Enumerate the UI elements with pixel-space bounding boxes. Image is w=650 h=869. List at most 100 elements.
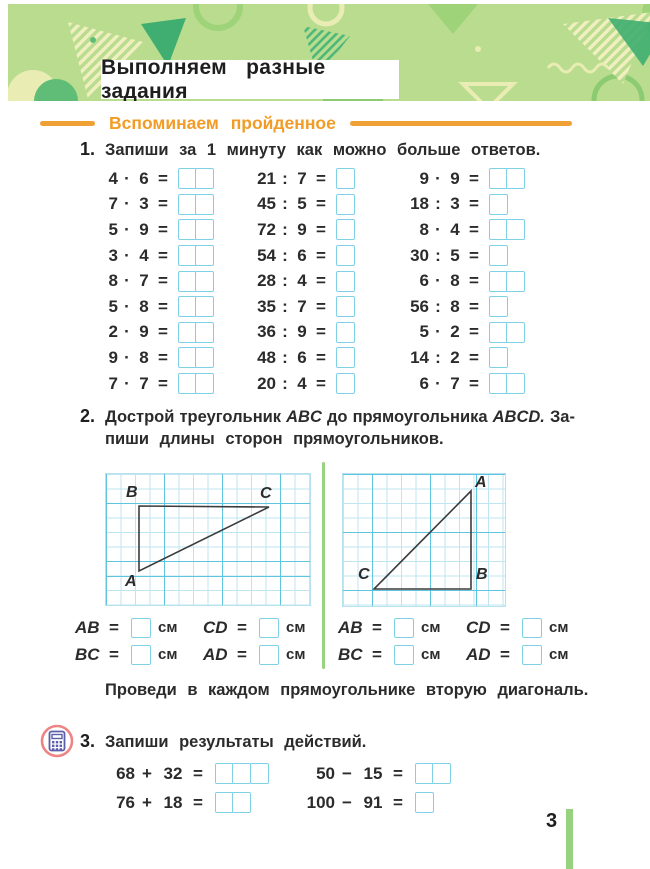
answer-cell[interactable] (177, 321, 197, 343)
answer-box[interactable] (177, 347, 215, 369)
answer-cell[interactable] (488, 270, 508, 292)
answer-cell[interactable] (522, 644, 542, 665)
answer-cell[interactable] (522, 617, 542, 638)
answer-cell[interactable] (214, 792, 234, 813)
answer-cell[interactable] (335, 219, 355, 241)
answer-cell[interactable] (488, 219, 508, 241)
answer-cell[interactable] (506, 321, 526, 343)
answer-cell[interactable] (232, 763, 252, 784)
answer-box[interactable] (214, 792, 252, 813)
answer-box[interactable] (335, 193, 355, 215)
answer-cell[interactable] (488, 168, 508, 190)
answer-box[interactable] (177, 373, 215, 395)
task-1-text: Запиши за 1 минуту как можно больше отве… (105, 141, 541, 159)
answer-cell[interactable] (506, 219, 526, 241)
answer-cell[interactable] (506, 168, 526, 190)
answer-cell[interactable] (335, 270, 355, 292)
answer-cell[interactable] (177, 270, 197, 292)
answer-box[interactable] (488, 296, 508, 318)
answer-cell[interactable] (131, 617, 151, 638)
answer-box[interactable] (335, 347, 355, 369)
answer-box[interactable] (335, 373, 355, 395)
answer-cell[interactable] (488, 321, 508, 343)
answer-cell[interactable] (488, 296, 508, 318)
answer-box[interactable] (488, 321, 526, 343)
equation-a: 100 (306, 792, 335, 812)
geometry-name: ABC (286, 408, 322, 426)
answer-cell[interactable] (506, 270, 526, 292)
equation-b: 8 (450, 296, 460, 316)
answer-cell[interactable] (488, 245, 508, 267)
equation-b: 9 (450, 168, 460, 188)
equation-b: 9 (139, 219, 149, 239)
answer-cell[interactable] (259, 644, 279, 665)
answer-cell[interactable] (488, 347, 508, 369)
answer-cell[interactable] (335, 296, 355, 318)
answer-box[interactable] (177, 321, 215, 343)
right-grid[interactable]: A B C (342, 473, 506, 607)
answer-box[interactable] (488, 245, 508, 267)
answer-cell[interactable] (394, 617, 414, 638)
answer-box[interactable] (335, 270, 355, 292)
answer-cell[interactable] (195, 270, 215, 292)
answer-box[interactable] (335, 245, 355, 267)
answer-cell[interactable] (195, 245, 215, 267)
answer-box[interactable] (335, 321, 355, 343)
answer-cell[interactable] (488, 373, 508, 395)
answer-cell[interactable] (131, 644, 151, 665)
answer-box[interactable] (414, 792, 434, 813)
answer-box[interactable] (177, 168, 215, 190)
answer-cell[interactable] (259, 617, 279, 638)
answer-box[interactable] (488, 168, 526, 190)
answer-cell[interactable] (335, 321, 355, 343)
answer-box[interactable] (177, 219, 215, 241)
answer-cell[interactable] (335, 245, 355, 267)
answer-cell[interactable] (394, 644, 414, 665)
answer-cell[interactable] (232, 792, 252, 813)
answer-cell[interactable] (177, 219, 197, 241)
answer-cell[interactable] (432, 763, 452, 784)
answer-box[interactable] (177, 270, 215, 292)
equation-b: 8 (450, 271, 460, 291)
answer-box[interactable] (214, 763, 269, 784)
answer-cell[interactable] (335, 168, 355, 190)
equation-b: 6 (139, 168, 149, 188)
answer-cell[interactable] (249, 763, 269, 784)
answer-cell[interactable] (506, 373, 526, 395)
answer-cell[interactable] (195, 321, 215, 343)
answer-cell[interactable] (414, 763, 434, 784)
equation-op: · (124, 271, 130, 291)
answer-cell[interactable] (195, 347, 215, 369)
equation-b: 7 (297, 296, 307, 316)
answer-cell[interactable] (195, 373, 215, 395)
answer-box[interactable] (335, 296, 355, 318)
answer-cell[interactable] (335, 347, 355, 369)
answer-cell[interactable] (214, 763, 234, 784)
answer-box[interactable] (177, 296, 215, 318)
answer-cell[interactable] (177, 193, 197, 215)
answer-box[interactable] (488, 219, 526, 241)
answer-box[interactable] (177, 193, 215, 215)
answer-cell[interactable] (335, 193, 355, 215)
answer-box[interactable] (488, 347, 508, 369)
answer-box[interactable] (335, 219, 355, 241)
answer-cell[interactable] (177, 296, 197, 318)
answer-cell[interactable] (335, 373, 355, 395)
answer-cell[interactable] (195, 219, 215, 241)
answer-box[interactable] (488, 373, 526, 395)
answer-cell[interactable] (195, 296, 215, 318)
answer-box[interactable] (488, 193, 508, 215)
left-grid[interactable]: B C A (105, 473, 311, 606)
answer-box[interactable] (177, 245, 215, 267)
answer-cell[interactable] (177, 168, 197, 190)
answer-cell[interactable] (195, 193, 215, 215)
answer-cell[interactable] (177, 373, 197, 395)
answer-box[interactable] (335, 168, 355, 190)
answer-cell[interactable] (177, 245, 197, 267)
answer-cell[interactable] (488, 193, 508, 215)
answer-cell[interactable] (177, 347, 197, 369)
answer-cell[interactable] (414, 792, 434, 813)
answer-cell[interactable] (195, 168, 215, 190)
answer-box[interactable] (488, 270, 526, 292)
answer-box[interactable] (414, 763, 452, 784)
